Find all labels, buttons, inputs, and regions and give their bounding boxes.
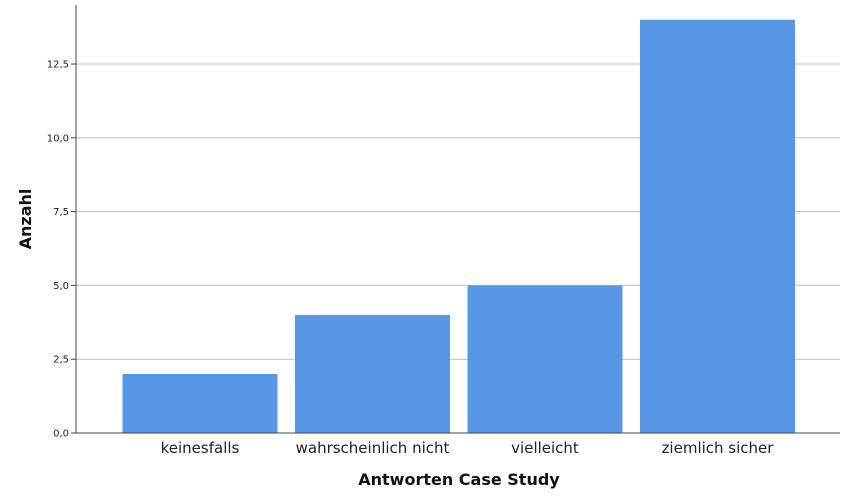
y-tick-labels: 0,0 2,5 5,0 7,5 10,0 12,5 [47,60,76,440]
bar-keinesfalls [122,373,278,433]
y-tick-label: 2,5 [53,355,69,366]
y-tick-label: 5,0 [53,281,69,292]
x-axis-title: Antworten Case Study [358,470,560,489]
y-tick-label: 0,0 [53,429,69,440]
x-tick-label: keinesfalls [161,439,240,457]
y-tick-label: 10,0 [47,133,69,144]
x-tick-label: ziemlich sicher [662,439,775,457]
y-axis-title: Anzahl [16,189,35,250]
bar-vielleicht [467,285,623,433]
y-tick-label: 12,5 [47,60,69,71]
x-tick-labels: keinesfalls wahrscheinlich nicht vielleich… [161,439,775,457]
y-tick-label: 7,5 [53,207,69,218]
bar-ziemlich-sicher [640,19,795,434]
x-tick-label: vielleicht [511,439,579,457]
bars [122,19,795,434]
bar-wahrscheinlich-nicht [295,314,450,433]
x-tick-label: wahrscheinlich nicht [296,439,450,457]
